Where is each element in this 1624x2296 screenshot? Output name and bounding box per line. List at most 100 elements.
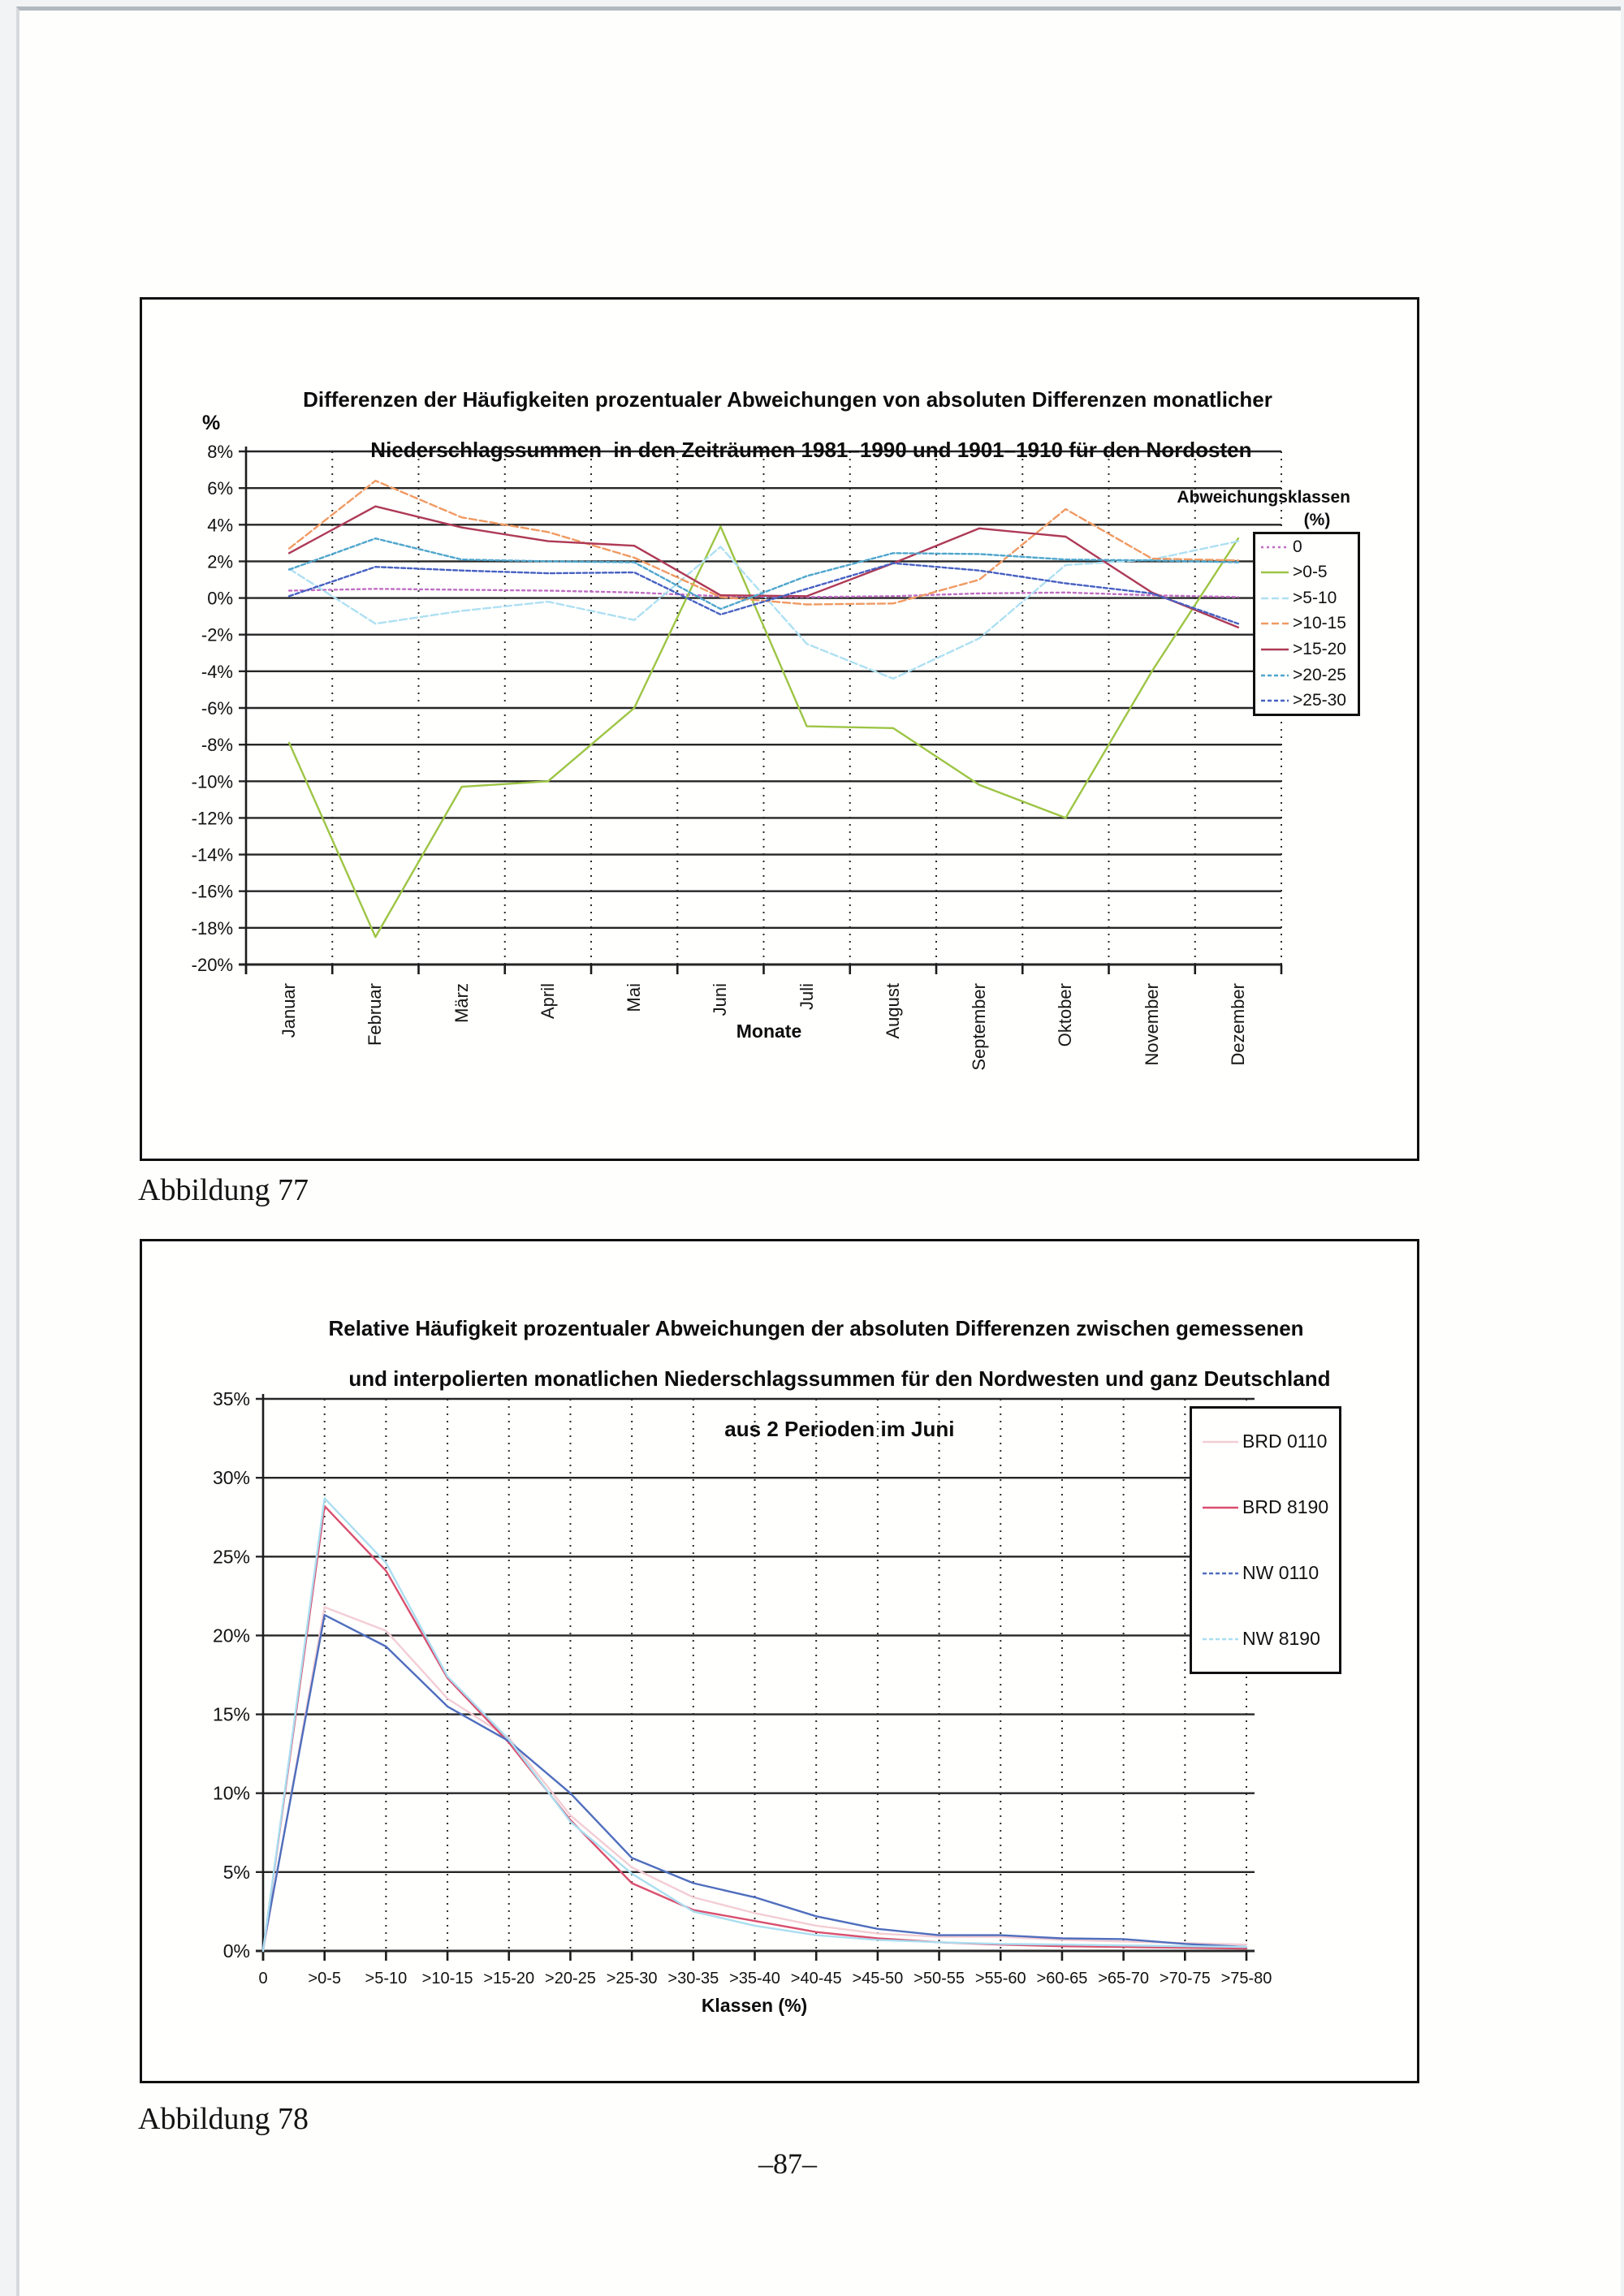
legend-item: BRD 8190	[1203, 1496, 1339, 1518]
y-tick-label: -8%	[201, 735, 233, 755]
chart-title-line1: Relative Häufigkeit prozentualer Abweich…	[328, 1316, 1304, 1340]
page-number: –87–	[758, 2147, 817, 2180]
x-tick-label: September	[969, 983, 990, 1071]
y-tick-label: -12%	[192, 808, 233, 828]
x-tick-label: >45-50	[852, 1970, 903, 1987]
x-tick-label: >60-65	[1037, 1970, 1088, 1987]
legend-label: BRD 0110	[1242, 1431, 1328, 1452]
x-tick-label: August	[882, 983, 903, 1039]
figure-78-chart-canvas: 35% 30% 25% 20% 15% 10% 5% 0% 0 >0-5 >5-10 >10-15 >1…	[213, 1388, 1272, 1987]
y-tick-label: -10%	[192, 771, 233, 792]
x-tick-label: >30-35	[667, 1970, 719, 1987]
x-tick-label: März	[451, 983, 472, 1023]
y-tick-label: 8%	[207, 442, 233, 462]
series-line-BRD-8190	[261, 1504, 1248, 1953]
legend-item: >20-25	[1261, 666, 1358, 685]
x-tick-label: >35-40	[729, 1970, 780, 1987]
legend-label: >5-10	[1293, 588, 1337, 607]
x-tick-label: Januar	[279, 983, 300, 1038]
y-tick-label: -16%	[192, 882, 233, 902]
figure-77-caption: Abbildung 77	[138, 1173, 309, 1207]
chart-title-line1: Differenzen der Häufigkeiten prozentuale…	[303, 387, 1272, 412]
x-tick-label: >50-55	[914, 1970, 965, 1987]
figure-78-chart: 35% 30% 25% 20% 15% 10% 5% 0% 0 >0-5 >5-10 >10-15 >1…	[142, 1241, 1417, 2081]
y-tick-label: 25%	[213, 1546, 250, 1567]
legend-label: BRD 8190	[1242, 1496, 1329, 1517]
chart-title-line3: aus 2 Perioden im Juni	[724, 1417, 955, 1441]
x-tick-label: Mai	[624, 983, 645, 1012]
y-tick-label: -18%	[192, 918, 233, 939]
chart-title: Relative Häufigkeit prozentualer Abweich…	[215, 1316, 1417, 1442]
legend-line-swatch	[1203, 1638, 1238, 1640]
x-tick-label: Juli	[796, 983, 817, 1011]
x-tick-label: November	[1141, 983, 1162, 1066]
legend-line-swatch	[1261, 597, 1289, 600]
legend-item: NW 0110	[1203, 1562, 1339, 1584]
x-tick-label: >0-5	[308, 1970, 341, 1987]
chart-title-line2: und interpolierten monatlichen Niedersch…	[348, 1366, 1331, 1391]
figure-78-caption: Abbildung 78	[138, 2102, 309, 2136]
x-tick-label: >10-15	[422, 1970, 473, 1987]
x-tick-label: >25-30	[607, 1970, 658, 1987]
legend-item: BRD 0110	[1203, 1431, 1339, 1452]
legend-line-swatch	[1261, 699, 1289, 702]
y-tick-label: 0%	[223, 1940, 250, 1962]
legend-item: >0-5	[1261, 563, 1358, 582]
legend-item: >25-30	[1261, 691, 1358, 710]
legend-line-swatch	[1203, 1440, 1238, 1443]
legend-line-swatch	[1261, 546, 1289, 549]
x-tick-label: April	[537, 983, 558, 1020]
series-line-NW-8190	[261, 1497, 1248, 1953]
x-tick-label: >20-25	[545, 1970, 596, 1987]
x-axis-title: Klassen (%)	[701, 1995, 808, 2016]
legend-label: >15-20	[1293, 640, 1346, 659]
y-tick-label: -4%	[201, 662, 233, 682]
legend-item: NW 8190	[1203, 1628, 1339, 1650]
x-tick-label: >40-45	[791, 1970, 842, 1987]
y-tick-label: 0%	[207, 589, 233, 609]
y-tick-label: 15%	[213, 1704, 250, 1725]
y-axis-title: %	[202, 412, 221, 434]
x-axis-title: Monate	[736, 1021, 802, 1042]
legend-line-swatch	[1261, 674, 1289, 676]
legend-label: >0-5	[1293, 563, 1328, 582]
series-line-NW-0110	[261, 1614, 1248, 1949]
legend-item: 0	[1261, 537, 1358, 557]
series-line-BRD-0110	[261, 1606, 1248, 1953]
x-tick-label: >55-60	[975, 1970, 1026, 1987]
series-line--25-30	[287, 562, 1240, 625]
figure-78-chart-box: 35% 30% 25% 20% 15% 10% 5% 0% 0 >0-5 >5-10 >10-15 >1…	[140, 1239, 1419, 2083]
series-line--15-20	[287, 505, 1240, 628]
y-tick-label: 35%	[213, 1388, 250, 1409]
legend-title-unit: (%)	[1303, 511, 1331, 529]
legend-line-swatch	[1261, 648, 1289, 651]
y-tick-label: 2%	[207, 551, 233, 572]
figure-77-chart-box: 8% 6% 4% 2% 0% -2% -4% -6% -8% -10% -12% -14% -16% -1…	[140, 297, 1419, 1161]
x-tick-label: >15-20	[483, 1970, 534, 1987]
legend-line-swatch	[1261, 623, 1289, 625]
legend-label: NW 0110	[1242, 1562, 1320, 1583]
y-tick-label: -14%	[192, 845, 233, 865]
legend-line-swatch	[1203, 1506, 1238, 1508]
y-tick-label: 10%	[213, 1783, 250, 1804]
y-tick-label: 6%	[207, 478, 233, 498]
y-tick-label: 5%	[223, 1862, 250, 1883]
legend-label: NW 8190	[1242, 1628, 1320, 1649]
series-line--20-25	[287, 537, 1240, 611]
legend: 0 >0-5 >5-10 >10-15 >15-20 >20-25 >25-30	[1253, 532, 1360, 716]
x-tick-label: Dezember	[1227, 983, 1248, 1066]
x-tick-label: Februar	[365, 983, 386, 1047]
y-tick-label: -20%	[192, 955, 233, 975]
figure-77-chart: 8% 6% 4% 2% 0% -2% -4% -6% -8% -10% -12% -14% -16% -1…	[142, 300, 1417, 1159]
figure-77-chart-canvas: 8% 6% 4% 2% 0% -2% -4% -6% -8% -10% -12% -14% -16% -1…	[192, 442, 1283, 975]
legend-label: >10-15	[1293, 614, 1346, 633]
y-tick-label: 4%	[207, 515, 233, 535]
legend-label: >20-25	[1293, 665, 1346, 684]
x-tick-label: Oktober	[1055, 983, 1076, 1047]
legend-item: >5-10	[1261, 589, 1358, 608]
y-tick-label: -2%	[201, 625, 233, 645]
x-tick-label: >70-75	[1160, 1970, 1211, 1987]
legend-title: Abweichungsklassen	[1177, 488, 1350, 507]
legend: BRD 0110 BRD 8190 NW 0110 NW 8190	[1190, 1406, 1341, 1674]
